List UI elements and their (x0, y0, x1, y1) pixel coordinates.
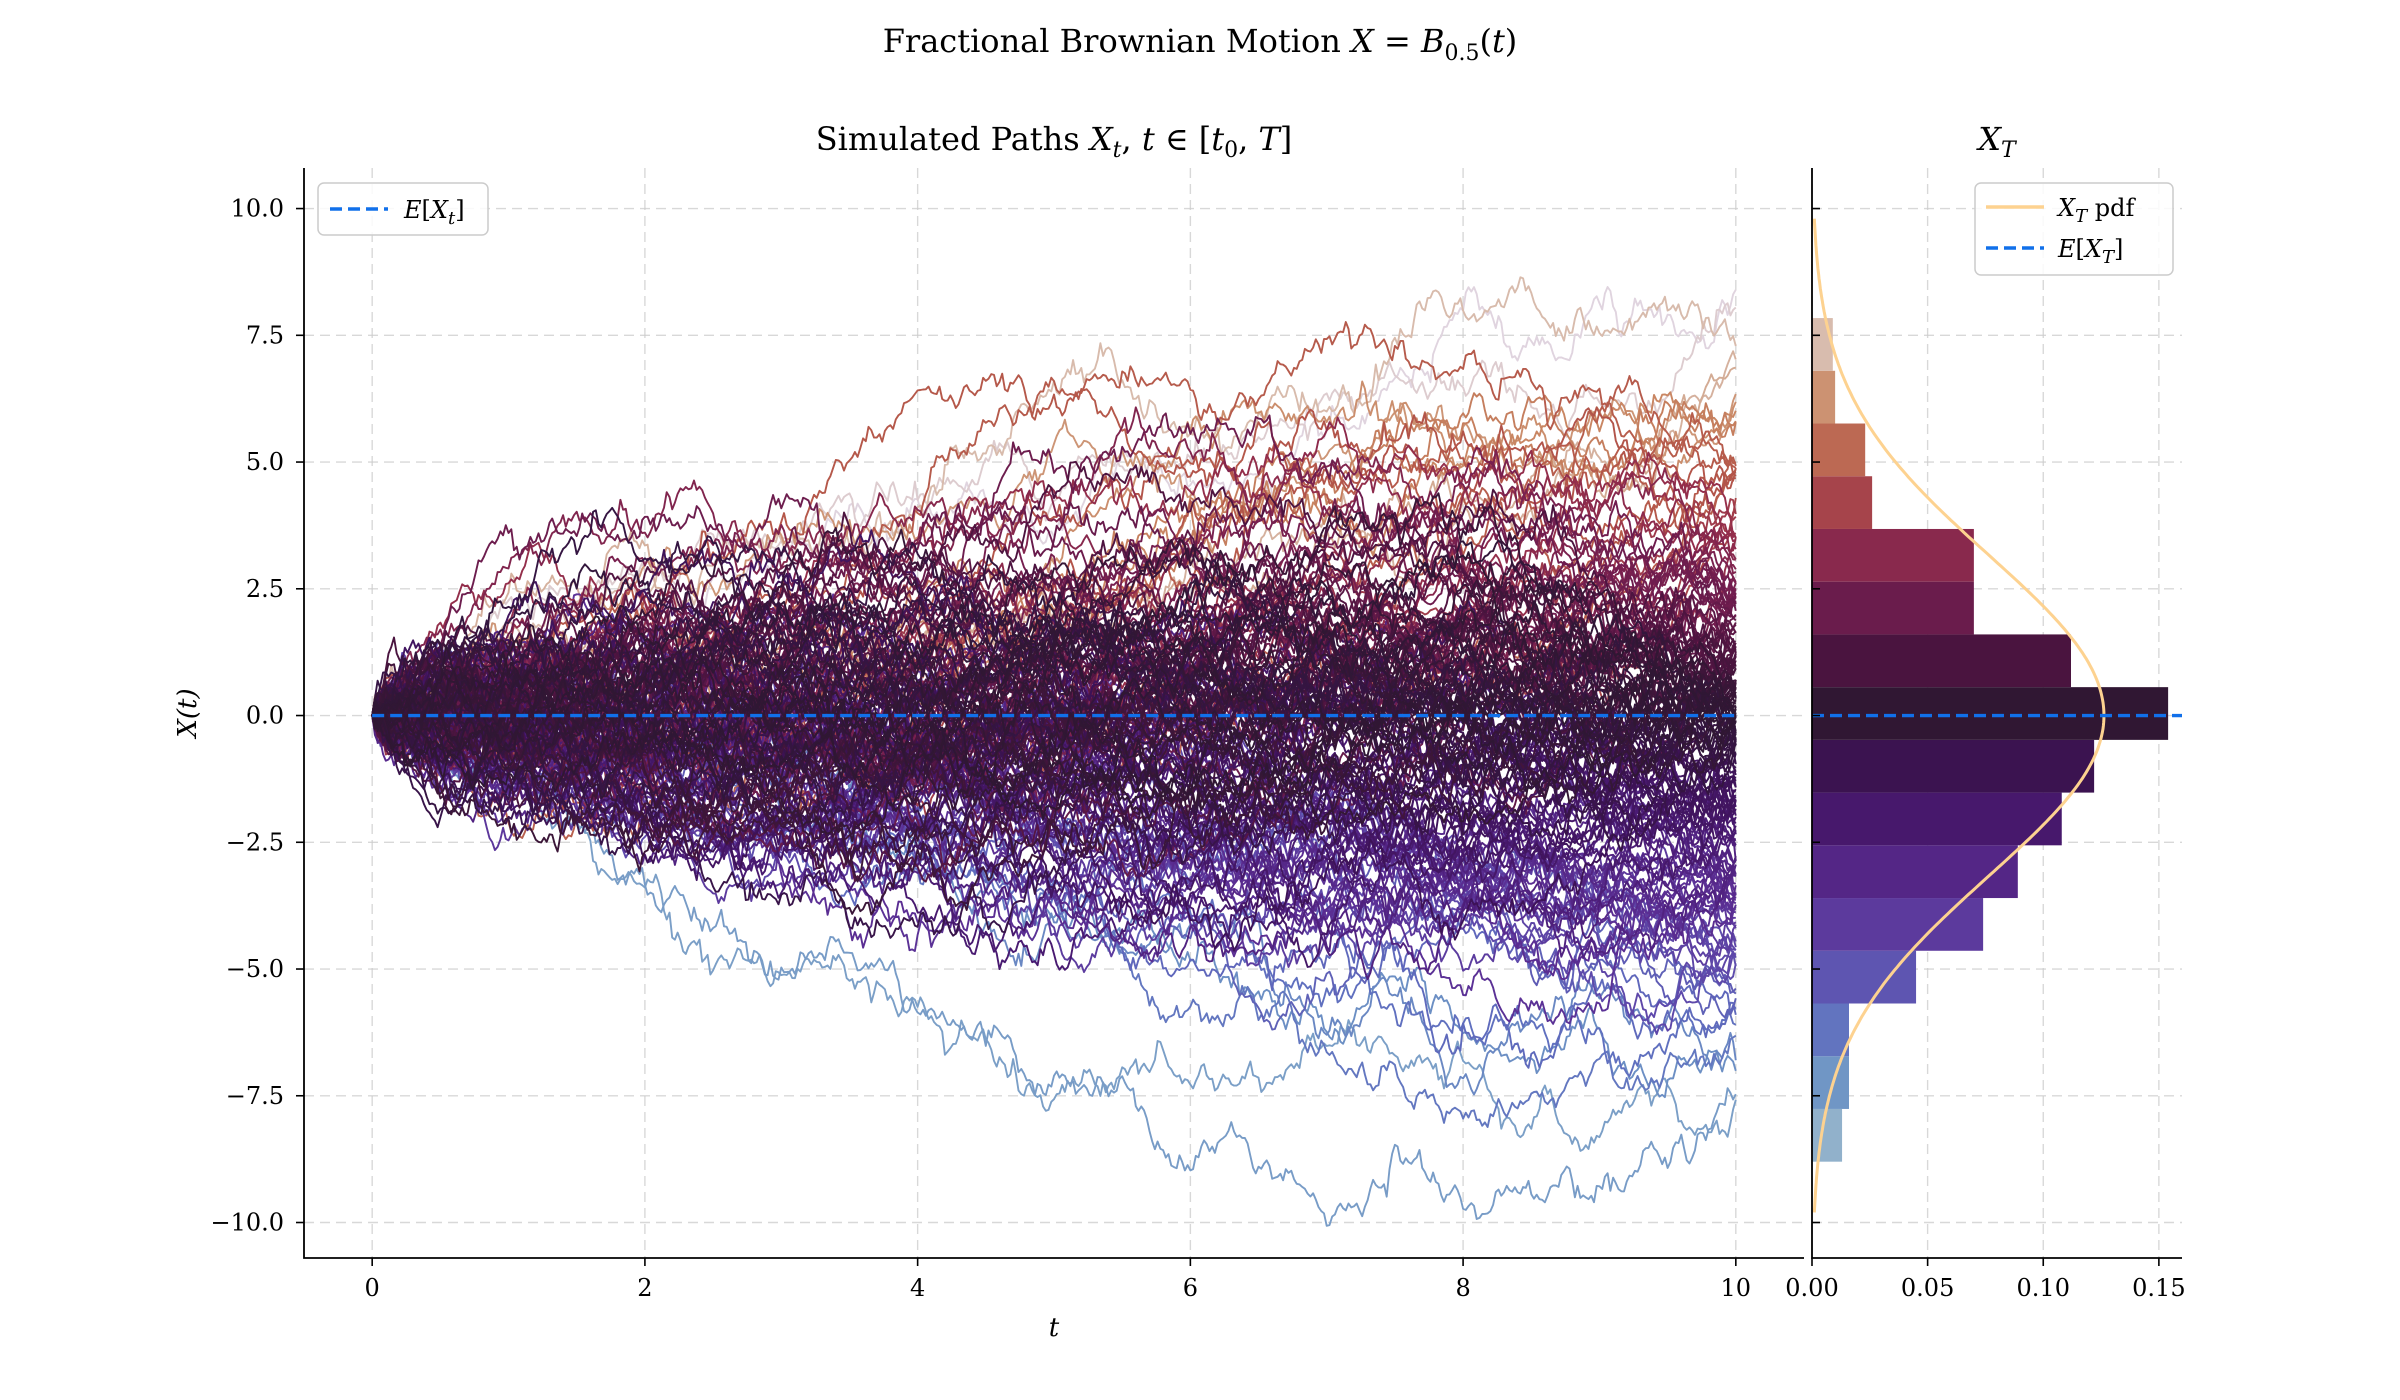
sample-path (371, 580, 1737, 751)
sample-path (371, 674, 1737, 866)
hist-x-tick-label: 0.00 (1785, 1274, 1838, 1302)
paths-y-ticks: 10.0 7.5 5.0 2.5 0.0 −2.5 −5.0 −7.5 −10.0 (210, 195, 304, 1237)
hist-title: XT (1975, 120, 2018, 163)
paths-legend-mean-label: E[Xt] (403, 196, 465, 229)
sample-path (371, 657, 1737, 803)
hist-bar (1812, 370, 1836, 424)
hist-bar (1812, 739, 2095, 793)
paths-axes: 0 2 4 6 8 10 10.0 7.5 5.0 2.5 0.0 −2.5 −5.0 −7.5 −10.… (173, 120, 1804, 1343)
paths-spines (303, 168, 1804, 1259)
hist-x-ticks: 0.00 0.05 0.10 0.15 (1785, 1258, 2186, 1302)
hist-bar (1812, 845, 2018, 899)
x-tick-label: 2 (637, 1274, 652, 1302)
sample-path (371, 668, 1737, 916)
sample-path (371, 668, 1737, 820)
hist-legend-mean-label: E[XT] (2057, 235, 2123, 268)
hist-bar (1812, 528, 1974, 582)
hist-bars (1812, 318, 2169, 1162)
sample-path (371, 707, 1737, 1227)
y-tick-label: 7.5 (246, 321, 284, 349)
simulated-paths (371, 276, 1737, 1227)
figure-title: Fractional Brownian Motion X = B0.5(t) (883, 22, 1518, 66)
y-tick-label: −10.0 (210, 1209, 284, 1237)
hist-bar (1812, 476, 1873, 529)
paths-legend: E[Xt] (317, 182, 489, 236)
sample-path (371, 636, 1737, 805)
hist-legend: XT pdf E[XT] (1974, 182, 2174, 276)
sample-path (371, 551, 1737, 807)
sample-path (371, 581, 1737, 764)
hist-x-tick-label: 0.10 (2017, 1274, 2070, 1302)
hist-bar (1812, 423, 1866, 477)
x-tick-label: 4 (910, 1274, 925, 1302)
sample-path (371, 302, 1737, 716)
sample-path (371, 615, 1737, 805)
y-tick-label: 0.0 (246, 702, 284, 730)
x-tick-label: 10 (1721, 1274, 1752, 1302)
sample-path (371, 444, 1737, 725)
hist-bar (1812, 687, 2169, 740)
x-tick-label: 6 (1183, 1274, 1198, 1302)
hist-bar (1812, 634, 2071, 688)
paths-x-ticks: 0 2 4 6 8 10 (365, 1258, 1752, 1302)
y-tick-label: 5.0 (246, 448, 284, 476)
paths-title: Simulated Paths Xt, t ∈ [t0, T] (816, 120, 1292, 163)
sample-path (371, 697, 1737, 1152)
y-tick-label: −5.0 (226, 955, 284, 983)
paths-y-label: X(t) (173, 688, 203, 739)
hist-x-tick-label: 0.05 (1901, 1274, 1954, 1302)
hist-x-tick-label: 0.15 (2132, 1274, 2185, 1302)
hist-bar (1812, 581, 1974, 635)
hist-bar (1812, 792, 2062, 846)
hist-bar (1812, 1108, 1843, 1162)
sample-path (371, 621, 1737, 782)
hist-y-ticks (1812, 207, 1820, 1224)
y-tick-label: 2.5 (246, 575, 284, 603)
sample-path (371, 527, 1737, 720)
hist-bar (1812, 1003, 1849, 1057)
paths-legend-box (317, 182, 489, 236)
sample-path (371, 460, 1737, 726)
x-tick-label: 0 (365, 1274, 380, 1302)
sample-path (371, 686, 1737, 952)
hist-legend-pdf-label: XT pdf (2056, 194, 2136, 227)
terminal-distribution-axes: 0.00 0.05 0.10 0.15 XT XT pdf E[XT] (1785, 120, 2185, 1302)
x-tick-label: 8 (1455, 1274, 1470, 1302)
sample-path (372, 615, 1736, 780)
hist-bar (1812, 950, 1917, 1004)
y-tick-label: 10.0 (231, 195, 284, 223)
y-tick-label: −7.5 (226, 1082, 284, 1110)
sample-path (371, 630, 1737, 765)
sample-path (371, 650, 1737, 826)
paths-x-label: t (1049, 1313, 1060, 1343)
sample-path (371, 665, 1737, 798)
hist-bar (1812, 318, 1833, 371)
hist-bar (1812, 1056, 1849, 1109)
sample-path (371, 539, 1736, 801)
y-tick-label: −2.5 (226, 828, 284, 856)
